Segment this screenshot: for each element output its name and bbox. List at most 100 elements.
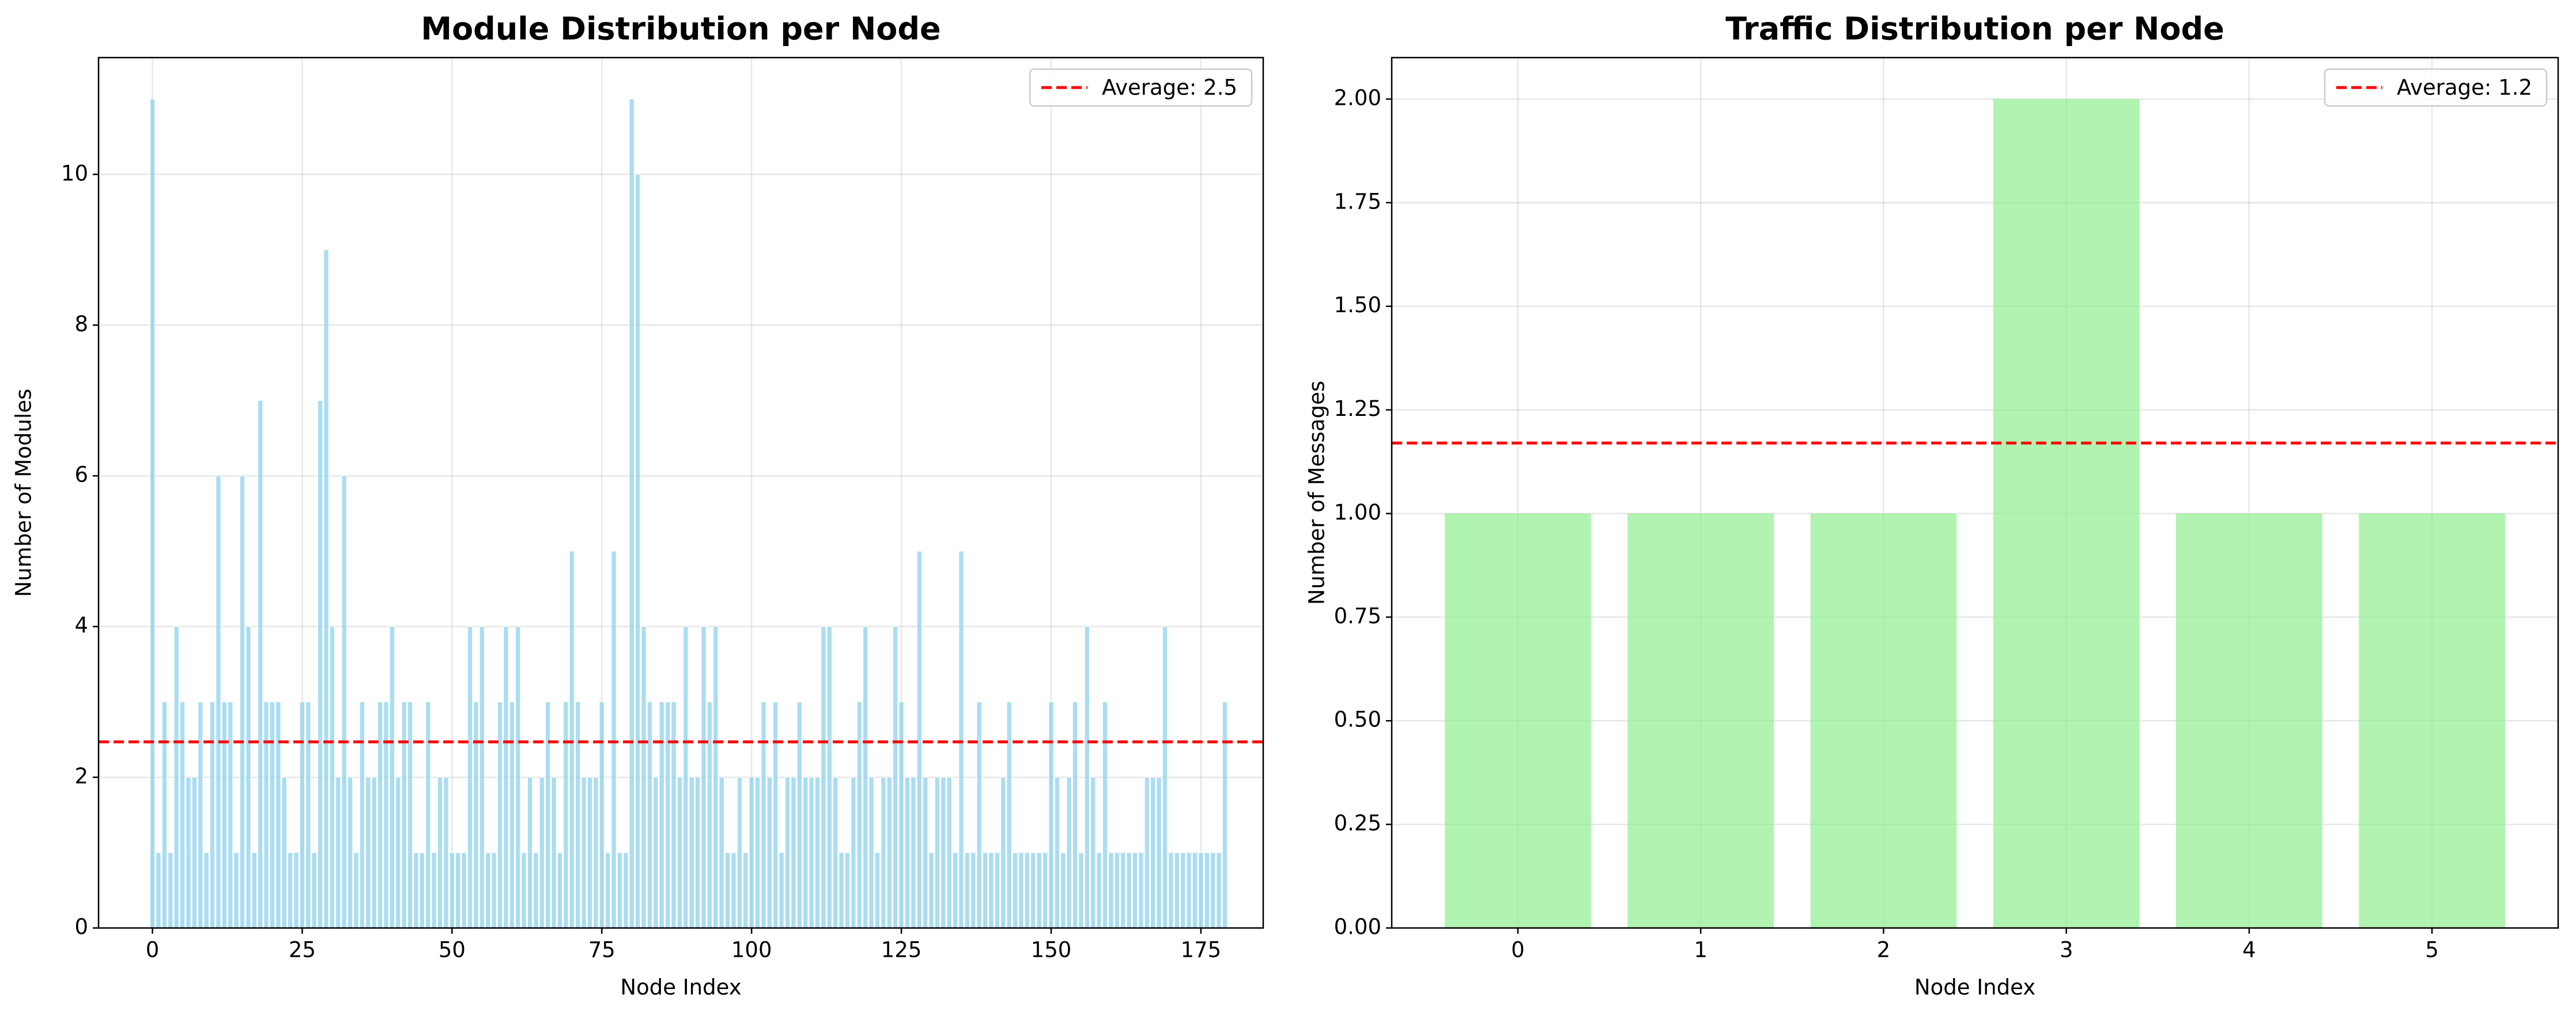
bar (497, 702, 503, 929)
x-tick-label: 75 (588, 938, 615, 963)
bar (569, 551, 575, 929)
bar (881, 776, 886, 929)
bar (335, 776, 341, 929)
bar (365, 776, 371, 929)
bar (233, 852, 239, 929)
bar (521, 852, 527, 929)
bar (317, 400, 323, 929)
bar (617, 852, 623, 929)
bar (1810, 513, 1957, 928)
bar (1114, 852, 1120, 929)
bar (395, 776, 401, 929)
bar (216, 475, 221, 929)
bar (389, 626, 395, 929)
bar (784, 776, 791, 929)
bar (168, 852, 173, 929)
bar (1186, 852, 1192, 929)
bar (994, 852, 1000, 929)
bar (299, 702, 305, 929)
bar (311, 852, 317, 929)
bar (539, 776, 545, 929)
chart-title: Module Distribution per Node (421, 11, 940, 47)
bar (874, 852, 881, 929)
bar (1006, 702, 1012, 929)
bar (305, 702, 311, 929)
bar (323, 249, 329, 929)
bar (413, 852, 419, 929)
bar (1192, 852, 1198, 929)
bar (473, 702, 479, 929)
x-tick-label: 25 (289, 938, 316, 963)
bar (754, 776, 761, 929)
bar (467, 626, 473, 929)
bar (449, 852, 455, 929)
bar (503, 626, 509, 929)
y-tick-label: 2 (74, 764, 88, 789)
bar (1018, 852, 1024, 929)
bar (383, 702, 389, 929)
x-tick-label: 175 (1181, 938, 1222, 963)
x-tick-label: 0 (1511, 938, 1525, 963)
bar (611, 551, 617, 929)
bar (443, 776, 449, 929)
bar (353, 852, 359, 929)
bar (826, 626, 832, 929)
legend-label: Average: 2.5 (1102, 75, 1237, 100)
y-tick-label: 1.25 (1334, 396, 1381, 421)
bar (970, 852, 976, 929)
bar (437, 776, 443, 929)
bar (809, 776, 814, 929)
bar (269, 702, 275, 929)
bar (928, 852, 934, 929)
bar (431, 852, 437, 929)
bar (1066, 776, 1072, 929)
bar (245, 626, 251, 929)
bar (689, 776, 694, 929)
bar (659, 702, 664, 929)
bar (228, 702, 233, 929)
y-tick-label: 1.00 (1334, 500, 1381, 525)
bar (329, 626, 335, 929)
chart-title: Traffic Distribution per Node (1725, 11, 2224, 47)
bar (198, 702, 203, 929)
bar (1174, 852, 1180, 929)
bar (593, 776, 599, 929)
x-tick-label: 150 (1031, 938, 1072, 963)
bar (485, 852, 491, 929)
bar (791, 776, 796, 929)
bar (958, 551, 964, 929)
x-tick-label: 1 (1694, 938, 1708, 963)
y-axis-label: Number of Messages (1305, 381, 1329, 605)
x-tick-label: 50 (439, 938, 466, 963)
bar (1168, 852, 1174, 929)
bar (288, 852, 293, 929)
y-tick-label: 1.50 (1334, 293, 1381, 317)
bar (2359, 513, 2505, 928)
bar (1072, 702, 1078, 929)
x-axis-label: Node Index (620, 975, 741, 1000)
bar (1060, 852, 1066, 929)
bar (952, 852, 958, 929)
bar (1180, 852, 1186, 929)
bar (275, 702, 281, 929)
axes-frame (1391, 56, 2559, 929)
bar (707, 702, 713, 929)
bar (1198, 852, 1204, 929)
bar (713, 626, 719, 929)
bar (203, 852, 209, 929)
bar (749, 776, 754, 929)
legend-box (1029, 68, 1253, 107)
x-tick-label: 125 (881, 938, 922, 963)
bar (341, 475, 347, 929)
y-tick-label: 2.00 (1334, 85, 1381, 110)
bar (156, 852, 161, 929)
bar (1216, 852, 1222, 929)
y-tick-label: 6 (74, 463, 88, 487)
bar (1096, 852, 1102, 929)
bar (293, 852, 299, 929)
x-tick-label: 0 (146, 938, 160, 963)
bar (455, 852, 461, 929)
bar (1156, 776, 1162, 929)
bar (149, 99, 156, 929)
